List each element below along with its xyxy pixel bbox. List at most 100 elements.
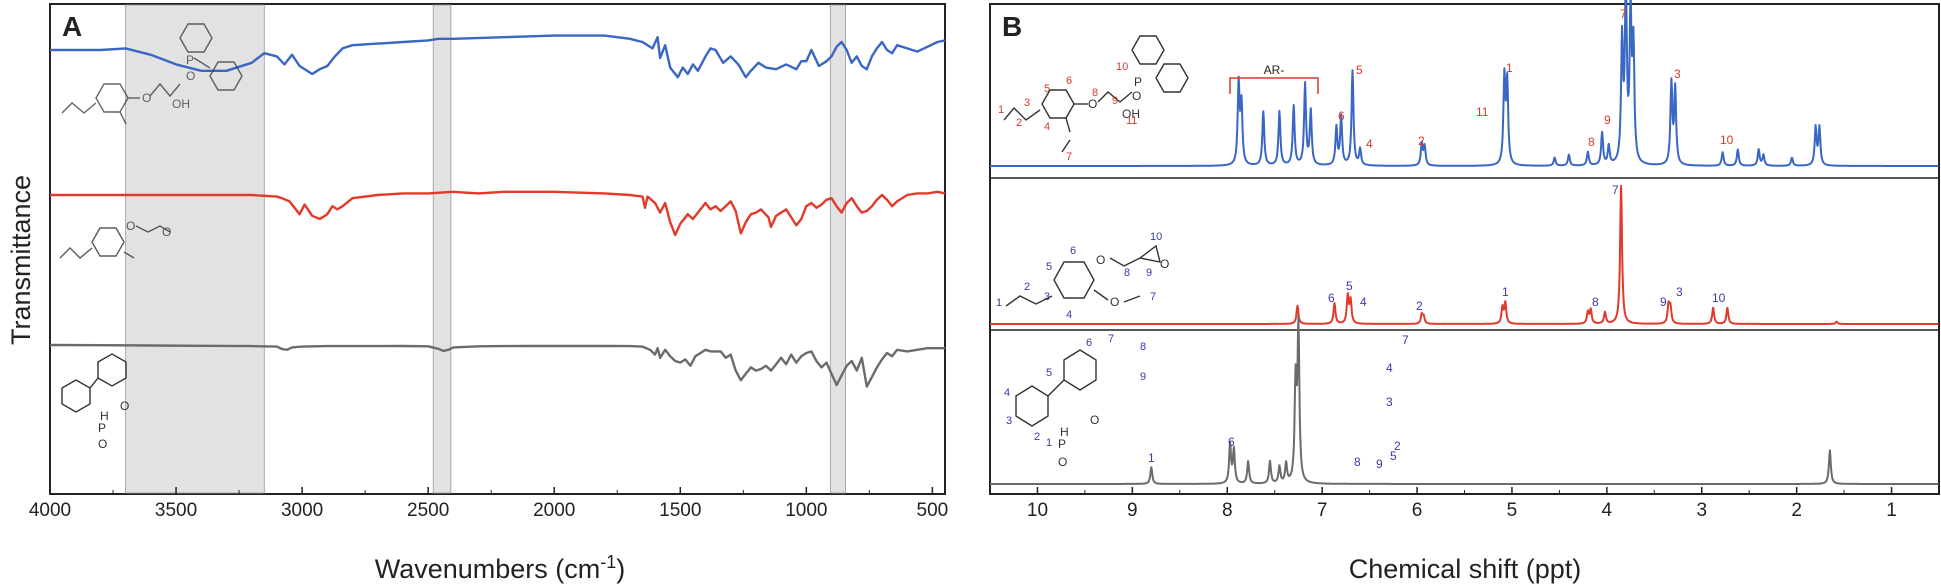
panel-b-letter: B	[1002, 11, 1022, 42]
pl-red-7: 7	[1612, 183, 1619, 197]
structure-a-mid: O O	[59, 219, 171, 259]
atom-o-bot: O	[98, 437, 107, 451]
x-tick-label-b-7: 7	[1317, 500, 1328, 521]
svg-text:5: 5	[1046, 367, 1052, 379]
x-tick-label-b-3: 3	[1696, 500, 1707, 521]
pl-red-6: 6	[1328, 291, 1335, 305]
pl-blue-2: 2	[1418, 134, 1425, 148]
atom-m-o3: O	[1110, 295, 1119, 309]
x-axis-ticks: 4000 3500 3000 2500 2000 1500 1000 500	[29, 487, 948, 521]
x-tick-label-a-2500: 2500	[407, 500, 449, 521]
x-tick-label-b-8: 8	[1222, 500, 1233, 521]
svg-text:5: 5	[1044, 83, 1050, 95]
pl-blue-10: 10	[1720, 133, 1734, 147]
pl-red-5: 5	[1346, 279, 1353, 293]
svg-text:2: 2	[1016, 117, 1022, 129]
pl-blue-7: 7	[1620, 7, 1627, 21]
pl-gray-4: 4	[1386, 361, 1393, 375]
svg-text:10: 10	[1116, 61, 1128, 73]
structure-a-bot: H P O O	[61, 353, 129, 451]
svg-text:1: 1	[1046, 437, 1052, 449]
ir-line-2	[50, 190, 946, 237]
svg-text:11: 11	[1126, 115, 1137, 127]
ar-label: AR-	[1264, 63, 1285, 77]
atom-o-mid2: O	[162, 225, 171, 239]
svg-text:4: 4	[1004, 387, 1010, 399]
pl-red-2: 2	[1416, 299, 1423, 313]
svg-text:1: 1	[996, 297, 1002, 309]
ir-line-1	[50, 34, 946, 79]
atom-o-ring: O	[120, 399, 129, 413]
panel-b: 10 9 8 7 6 5 4 3 2 1 B Chemical shift (ppt) AR- O…	[989, 0, 1940, 584]
atom-b-o2: O	[1132, 89, 1141, 103]
structure-b-top: O OH P O 1 2 3 4 5 6 7 8 9 10 11	[998, 35, 1189, 163]
svg-text:7: 7	[1108, 333, 1114, 345]
x-axis-label-a-sup: -1	[600, 552, 616, 572]
ir-line-3	[49, 343, 945, 388]
atom-m-o1: O	[1096, 253, 1105, 267]
highlight-band-2	[432, 4, 452, 494]
pl-red-9: 9	[1660, 295, 1667, 309]
svg-text:2: 2	[1024, 281, 1030, 293]
svg-text:5: 5	[1046, 261, 1052, 273]
panel-a-frame	[49, 3, 946, 495]
nmr-line-3	[989, 315, 1940, 485]
x-tick-label-a-1500: 1500	[659, 500, 701, 521]
atom-bb-h: H	[1060, 425, 1069, 439]
svg-text:7: 7	[1066, 151, 1072, 163]
svg-text:3: 3	[1024, 97, 1030, 109]
svg-text:4: 4	[1044, 121, 1050, 133]
nmr-series	[989, 0, 1940, 485]
x-tick-label-a-3000: 3000	[281, 500, 323, 521]
x-tick-label-b-1: 1	[1886, 500, 1897, 521]
x-axis-label-a: Wavenumbers (cm-1)	[375, 552, 626, 584]
x-axis-label-a-end: )	[616, 554, 625, 584]
svg-text:9: 9	[1140, 371, 1146, 383]
atom-b-o1: O	[1088, 97, 1097, 111]
x-tick-label-a-2000: 2000	[533, 500, 575, 521]
structure-b-mid: O O O 1 2 3 4 5 6 7 8 9 10	[996, 231, 1169, 321]
svg-text:2: 2	[1034, 431, 1040, 443]
pl-blue-5: 5	[1356, 63, 1363, 77]
pl-blue-8: 8	[1588, 135, 1595, 149]
pl-gray-6: 6	[1228, 435, 1235, 449]
panel-b-frame	[989, 3, 1940, 495]
ir-series	[49, 34, 946, 388]
pl-gray-5: 5	[1390, 449, 1397, 463]
structure-a-top: O OH P O	[61, 23, 243, 125]
pl-blue-3: 3	[1674, 67, 1681, 81]
x-tick-label-a-3500: 3500	[155, 500, 197, 521]
svg-text:8: 8	[1140, 341, 1146, 353]
pl-red-8: 8	[1592, 295, 1599, 309]
x-tick-label-b-9: 9	[1127, 500, 1138, 521]
svg-text:8: 8	[1124, 267, 1130, 279]
atom-o-mid1: O	[126, 219, 135, 233]
pl-gray-2: 2	[1394, 439, 1401, 453]
x-tick-label-a-1000: 1000	[785, 500, 827, 521]
svg-text:8: 8	[1092, 87, 1098, 99]
svg-text:9: 9	[1112, 95, 1118, 107]
pl-blue-4: 4	[1366, 137, 1373, 151]
atom-p: P	[186, 53, 194, 67]
pl-gray-3: 3	[1386, 395, 1393, 409]
pl-red-10: 10	[1712, 291, 1726, 305]
structure-b-bot: H P O O 1 2 3 4 5 6 7 8 9	[1004, 333, 1146, 469]
x-tick-label-b-10: 10	[1027, 500, 1048, 521]
svg-text:7: 7	[1150, 291, 1156, 303]
atom-p-bot: P	[98, 421, 106, 435]
svg-text:9: 9	[1146, 267, 1152, 279]
atom-oh: OH	[172, 97, 190, 111]
atom-bb-o: O	[1058, 455, 1067, 469]
nmr-line-1	[989, 0, 1940, 167]
aromatic-bracket: AR-	[1229, 63, 1319, 94]
panel-a: 4000 3500 3000 2500 2000 1500 1000 500 A Transm…	[6, 3, 948, 584]
x-tick-label-b-5: 5	[1507, 500, 1518, 521]
nmr-line-2	[989, 184, 1940, 325]
svg-text:1: 1	[998, 104, 1004, 116]
pl-gray-7: 7	[1402, 333, 1409, 347]
atom-o1: O	[142, 91, 151, 105]
pl-blue-1: 1	[1506, 61, 1513, 75]
x-axis-ticks-b: 10 9 8 7 6 5 4 3 2 1	[1027, 487, 1897, 521]
x-tick-label-a-500: 500	[917, 500, 949, 521]
